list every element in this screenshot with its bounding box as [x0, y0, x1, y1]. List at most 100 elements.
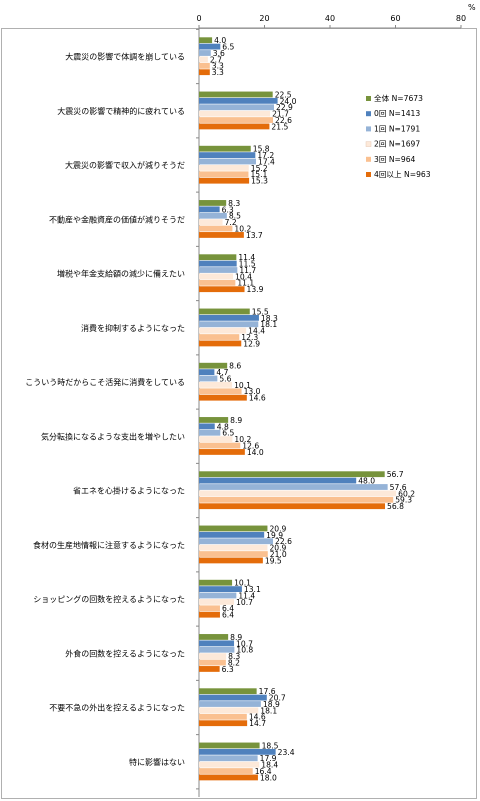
bar [199, 165, 249, 171]
data-label: 56.7 [387, 470, 404, 479]
data-label: 8.3 [228, 199, 240, 208]
data-label: 6.5 [222, 429, 234, 438]
data-label: 6.4 [222, 604, 234, 613]
x-tick-label: 60 [390, 14, 400, 23]
data-label: 6.3 [222, 665, 234, 674]
bar [199, 394, 247, 401]
bar [199, 531, 265, 538]
data-label: 18.5 [262, 741, 279, 750]
bar [199, 701, 261, 707]
bar [199, 761, 260, 768]
data-label: 48.0 [358, 477, 375, 486]
legend-swatch [366, 111, 371, 117]
bar [199, 171, 249, 178]
data-label: 10.2 [234, 224, 251, 233]
data-label: 6.3 [222, 205, 234, 214]
data-label: 23.4 [278, 748, 295, 757]
data-label: 13.1 [244, 585, 261, 594]
bar [199, 37, 213, 44]
data-label: 57.6 [390, 483, 407, 492]
data-label: 21.0 [270, 550, 287, 559]
bar [199, 206, 220, 213]
legend-label: 1回 N=1791 [374, 124, 420, 133]
data-label: 14.4 [248, 327, 265, 336]
data-label: 6.4 [222, 611, 234, 620]
data-label: 18.4 [261, 761, 278, 770]
bar [199, 145, 251, 152]
bar [199, 219, 223, 226]
data-label: 19.9 [266, 531, 283, 540]
legend-label: 3回 N=964 [374, 155, 416, 164]
bar [199, 123, 270, 130]
bar [199, 653, 227, 660]
bar [199, 382, 233, 388]
bar [199, 56, 208, 63]
data-label: 12.9 [243, 339, 260, 348]
bar [199, 423, 215, 430]
bar [199, 375, 218, 382]
data-label: 20.9 [269, 524, 286, 533]
category-label: ショッピングの回数を控えるようになった [33, 594, 185, 604]
data-label: 12.3 [241, 333, 258, 342]
data-label: 11.4 [238, 253, 255, 262]
category-label: 大震災の影響で精神的に疲れている [57, 106, 185, 116]
legend-swatch [366, 126, 371, 132]
data-label: 8.6 [229, 362, 241, 371]
data-label: 10.7 [236, 639, 253, 648]
bar [199, 755, 258, 762]
bar [199, 634, 229, 640]
bar [199, 471, 385, 478]
bar [199, 442, 241, 449]
bar [199, 525, 268, 532]
bar [199, 742, 260, 749]
data-label: 21.7 [272, 110, 289, 119]
data-label: 10.2 [234, 435, 251, 444]
data-label: 18.3 [261, 314, 278, 323]
bar [199, 720, 248, 727]
data-label: 13.7 [246, 231, 263, 240]
legend-label: 全体 N=7673 [374, 93, 423, 103]
bar [199, 417, 229, 423]
category-label: 気分転換になるような支出を増やしたい [41, 431, 185, 441]
data-label: 3.6 [213, 49, 225, 58]
legend-swatch [366, 156, 371, 162]
bar [199, 43, 221, 50]
bar [199, 503, 386, 510]
bar [199, 212, 227, 219]
data-label: 14.6 [249, 394, 266, 403]
data-label: 15.1 [250, 170, 267, 179]
bar [199, 688, 257, 695]
data-label: 2.7 [210, 55, 222, 64]
data-label: 15.2 [251, 164, 268, 173]
data-label: 8.5 [229, 212, 241, 221]
bar [199, 484, 388, 490]
x-tick-label: 20 [259, 14, 269, 23]
bar [199, 694, 267, 701]
data-label: 17.4 [258, 157, 275, 166]
bar [199, 551, 268, 557]
bar [199, 232, 244, 238]
legend-swatch [366, 96, 371, 101]
bar [199, 117, 274, 123]
category-label: こういう時だからこそ活発に消費をしている [25, 377, 185, 387]
category-label: 消費を抑制するようになった [81, 323, 185, 333]
data-label: 19.5 [265, 556, 282, 565]
bar [199, 97, 278, 104]
bar [199, 477, 357, 484]
bar [199, 362, 228, 369]
bar [199, 254, 237, 261]
x-tick-label: 0 [196, 14, 201, 23]
data-label: 17.6 [259, 687, 276, 696]
data-label: 22.9 [276, 103, 293, 112]
category-label: 省エネを心掛けるようになった [73, 486, 185, 496]
bar [199, 646, 235, 653]
x-tick-label: 80 [456, 14, 466, 23]
category-label: 大震災の影響で収入が減りそうだ [65, 160, 185, 170]
data-label: 18.1 [260, 320, 277, 329]
bar [199, 449, 245, 455]
legend-label: 2回 N=1697 [374, 140, 420, 149]
data-label: 15.8 [253, 145, 270, 154]
bar [199, 707, 259, 714]
data-label: 15.5 [252, 307, 269, 316]
